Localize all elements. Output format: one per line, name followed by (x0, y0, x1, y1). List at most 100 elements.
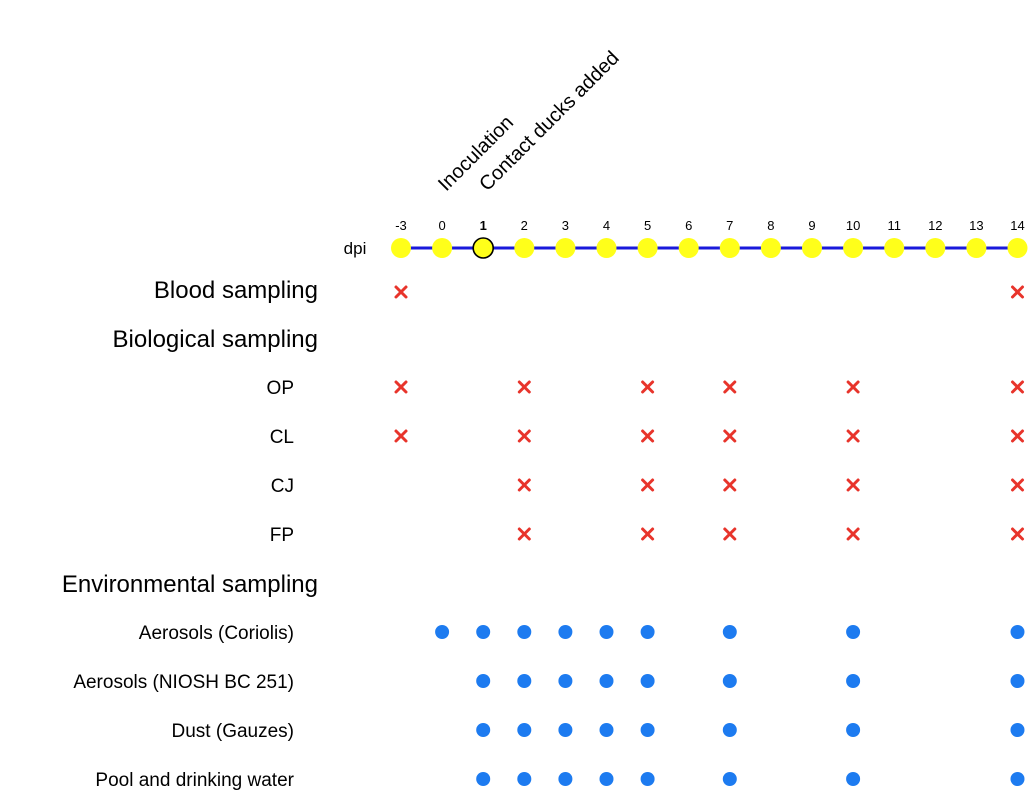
day-tick-label: 4 (603, 218, 610, 233)
sampling-dot-marker (476, 625, 491, 639)
sampling-cross-marker (846, 527, 860, 541)
sampling-cross-marker (641, 478, 655, 492)
sampling-cross-marker (1011, 478, 1024, 492)
sampling-row: OP (267, 378, 1024, 399)
sampling-cross-marker (1011, 429, 1024, 443)
sampling-dot-marker (558, 772, 573, 786)
day-tick-label: 14 (1010, 218, 1024, 233)
sampling-dot-marker (722, 723, 737, 737)
row-label: Dust (Gauzes) (172, 721, 294, 742)
sampling-dot-marker (722, 772, 737, 786)
sampling-row (394, 285, 1024, 299)
sampling-dot-marker (722, 625, 737, 639)
timeline-dot-highlighted (472, 237, 495, 259)
dpi-axis-label: dpi (344, 239, 367, 258)
row-label: Aerosols (Coriolis) (139, 623, 294, 644)
sampling-cross-marker (641, 527, 655, 541)
sampling-dot-marker (846, 723, 861, 737)
day-tick-label: 13 (969, 218, 983, 233)
section-title: Biological sampling (113, 326, 318, 353)
sampling-row: Aerosols (Coriolis) (139, 623, 1025, 644)
day-tick-label: 9 (808, 218, 815, 233)
sampling-cross-marker (517, 380, 531, 394)
sampling-row: FP (270, 525, 1024, 546)
sampling-cross-marker (394, 429, 408, 443)
sampling-dot-marker (1010, 674, 1025, 688)
section-3: Environmental sampling Aerosols (Coriolis… (62, 571, 1025, 791)
section-1: Blood sampling (154, 277, 1024, 304)
sampling-dot-marker (846, 625, 861, 639)
timeline-dot (391, 238, 411, 258)
timeline-dot (555, 238, 576, 258)
timeline-dot (925, 238, 946, 258)
sampling-cross-marker (846, 429, 860, 443)
day-tick-label: 3 (562, 218, 569, 233)
sampling-cross-marker (1011, 380, 1024, 394)
sampling-dot-marker (640, 674, 655, 688)
sampling-row: Pool and drinking water (95, 770, 1025, 791)
timeline-dot (596, 238, 617, 258)
sampling-cross-marker (394, 285, 408, 299)
sampling-cross-marker (846, 478, 860, 492)
day-tick-label: 7 (726, 218, 733, 233)
sampling-dot-marker (599, 723, 614, 737)
row-label: CJ (271, 476, 294, 497)
sampling-cross-marker (723, 429, 737, 443)
sampling-cross-marker (846, 380, 860, 394)
sampling-dot-marker (517, 674, 532, 688)
day-tick-label: 6 (685, 218, 692, 233)
sampling-cross-marker (394, 380, 408, 394)
row-label: OP (267, 378, 294, 399)
timeline: dpi-3 0 1 2 3 4 5 6 7 8 9 10 11 12 13 14 (344, 218, 1028, 259)
sampling-dot-marker (435, 625, 450, 639)
day-tick-label: -3 (395, 218, 407, 233)
sampling-dot-marker (476, 772, 491, 786)
sampling-dot-marker (722, 674, 737, 688)
sampling-dot-marker (517, 772, 532, 786)
row-label: CL (270, 427, 294, 448)
section-2: Biological sampling OP CL CJ FP (113, 326, 1024, 546)
sampling-dot-marker (640, 772, 655, 786)
timeline-dot (719, 238, 740, 258)
day-tick-label: 12 (928, 218, 942, 233)
day-tick-label: 2 (521, 218, 528, 233)
sampling-dot-marker (558, 625, 573, 639)
sampling-cross-marker (723, 478, 737, 492)
sampling-dot-marker (558, 674, 573, 688)
timeline-dot (884, 238, 905, 258)
sampling-row: Aerosols (NIOSH BC 251) (73, 672, 1025, 693)
sampling-dot-marker (599, 772, 614, 786)
timeline-dot (966, 238, 987, 258)
sampling-dot-marker (517, 723, 532, 737)
timeline-dot (678, 238, 699, 258)
timeline-dot (843, 238, 864, 258)
sampling-dot-marker (1010, 723, 1025, 737)
day-tick-label: 0 (438, 218, 445, 233)
day-tick-label: 8 (767, 218, 774, 233)
sampling-cross-marker (1011, 285, 1024, 299)
sampling-cross-marker (641, 429, 655, 443)
row-label: Pool and drinking water (95, 770, 294, 791)
sampling-row: CL (270, 427, 1024, 448)
timeline-dot (1007, 238, 1028, 258)
sampling-dot-marker (476, 723, 491, 737)
sampling-dot-marker (846, 772, 861, 786)
sampling-cross-marker (517, 527, 531, 541)
sampling-cross-marker (517, 429, 531, 443)
sampling-dot-marker (476, 674, 491, 688)
sampling-dot-marker (846, 674, 861, 688)
day-tick-label: 5 (644, 218, 651, 233)
sampling-dot-marker (1010, 625, 1025, 639)
sampling-dot-marker (599, 625, 614, 639)
row-label: Aerosols (NIOSH BC 251) (73, 672, 294, 693)
sampling-dot-marker (517, 625, 532, 639)
sampling-dot-marker (1010, 772, 1025, 786)
sampling-cross-marker (1011, 527, 1024, 541)
day-tick-label: 10 (846, 218, 860, 233)
sampling-cross-marker (641, 380, 655, 394)
row-label: FP (270, 525, 294, 546)
sampling-dot-marker (558, 723, 573, 737)
sampling-dot-marker (640, 625, 655, 639)
